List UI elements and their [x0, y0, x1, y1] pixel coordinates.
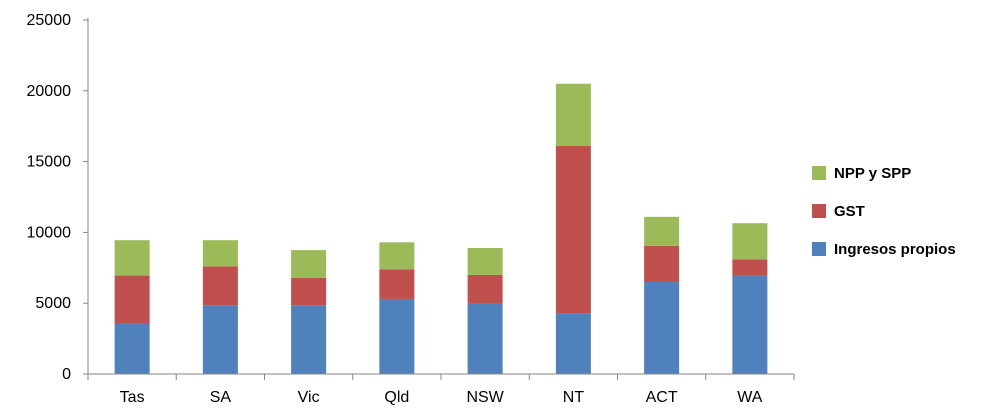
x-tick-label: Tas [120, 389, 145, 406]
bar-sa-gst [202, 266, 238, 306]
bar-tas-ingresos-propios [114, 323, 150, 374]
bar-tas-npp-y-spp [114, 240, 150, 276]
legend-label: Ingresos propios [834, 241, 956, 258]
bar-nsw-ingresos-propios [467, 303, 503, 374]
bar-vic-npp-y-spp [291, 250, 327, 278]
x-tick-label: NT [563, 389, 585, 406]
x-tick-label: Qld [384, 389, 409, 406]
legend-swatch [812, 204, 826, 218]
legend-label: GST [834, 203, 865, 220]
y-tick-label: 25000 [27, 12, 72, 29]
x-tick-label: Vic [298, 389, 320, 406]
bar-qld-ingresos-propios [379, 298, 415, 374]
bar-qld-gst [379, 269, 415, 299]
y-tick-label: 0 [62, 366, 71, 383]
x-tick-label: WA [737, 389, 763, 406]
x-tick-label: ACT [646, 389, 678, 406]
bar-wa-ingresos-propios [732, 275, 768, 374]
plot-area [114, 83, 768, 374]
y-tick-label: 5000 [35, 295, 71, 312]
bar-nsw-npp-y-spp [467, 247, 503, 275]
y-tick-label: 10000 [27, 224, 72, 241]
bar-wa-gst [732, 259, 768, 276]
bar-nt-gst [555, 146, 591, 314]
bar-wa-npp-y-spp [732, 223, 768, 260]
axes: 0 5000 10000 15000 20000 25000 Tas SA Vic Qld NSW N… [27, 12, 795, 406]
bar-act-gst [644, 245, 680, 282]
bar-act-ingresos-propios [644, 281, 680, 374]
y-tick-label: 20000 [27, 83, 72, 100]
x-tick-label: NSW [466, 389, 504, 406]
bar-sa-npp-y-spp [202, 240, 238, 267]
bar-nt-npp-y-spp [555, 83, 591, 147]
legend: NPP y SPP GST Ingresos propios [812, 165, 956, 258]
bar-nt-ingresos-propios [555, 313, 591, 374]
x-tick-label: SA [210, 389, 232, 406]
bar-qld-npp-y-spp [379, 242, 415, 270]
bar-nsw-gst [467, 274, 503, 304]
bar-act-npp-y-spp [644, 216, 680, 246]
bar-vic-ingresos-propios [291, 305, 327, 374]
bar-vic-gst [291, 277, 327, 306]
legend-swatch [812, 242, 826, 256]
legend-swatch [812, 166, 826, 180]
bar-sa-ingresos-propios [202, 305, 238, 374]
y-tick-label: 15000 [27, 154, 72, 171]
bar-tas-gst [114, 275, 150, 324]
legend-label: NPP y SPP [834, 165, 911, 182]
